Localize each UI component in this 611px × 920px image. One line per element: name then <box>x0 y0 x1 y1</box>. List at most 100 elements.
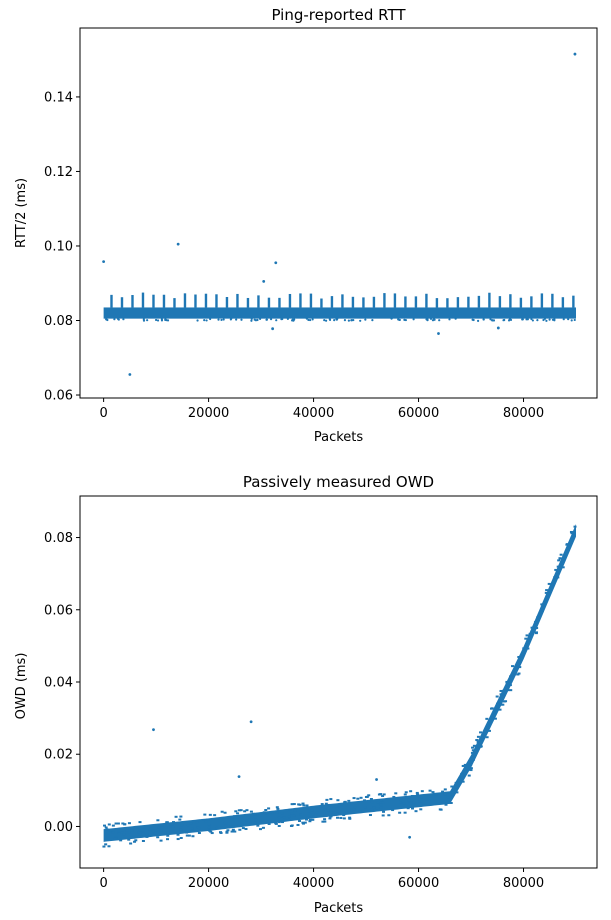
owd-data-point <box>398 811 402 814</box>
owd-data-point <box>225 830 229 833</box>
rtt-y-tick-label: 0.12 <box>44 165 73 180</box>
owd-outlier-point <box>249 720 253 724</box>
owd-data-point <box>517 672 521 675</box>
owd-data-point <box>172 821 176 824</box>
rtt-y-tick-label: 0.10 <box>44 239 73 254</box>
rtt-data-point <box>160 318 163 321</box>
owd-data-point <box>267 822 271 825</box>
rtt-spike-point <box>467 296 470 308</box>
owd-data-point <box>127 822 131 825</box>
owd-data-point <box>379 806 383 809</box>
owd-data-point <box>251 812 255 815</box>
owd-data-point <box>463 763 467 766</box>
rtt-chart: Ping-reported RTT 0 20000 40000 60000 800000… <box>14 6 598 445</box>
owd-data-point <box>470 760 474 763</box>
rtt-data-point <box>196 319 199 322</box>
owd-data-point <box>111 831 115 834</box>
owd-data-point <box>409 790 413 793</box>
owd-data-point <box>553 576 557 579</box>
owd-data-point <box>120 831 124 834</box>
rtt-spike-point <box>215 294 218 308</box>
owd-data-point <box>534 631 538 634</box>
owd-data-point <box>379 799 383 802</box>
rtt-data-point <box>265 318 268 321</box>
owd-data-point <box>472 744 476 747</box>
rtt-data-point <box>309 318 312 322</box>
owd-data-point <box>498 708 502 711</box>
owd-data-point <box>320 803 324 806</box>
rtt-data-point <box>286 317 289 320</box>
rtt-data-point <box>350 319 354 322</box>
owd-data-point <box>208 813 212 816</box>
rtt-data-point <box>336 317 339 320</box>
owd-data-point <box>210 832 214 835</box>
rtt-data-point <box>471 318 474 321</box>
owd-data-point <box>424 798 428 801</box>
owd-data-point <box>323 808 327 811</box>
owd-data-point <box>407 800 411 803</box>
owd-data-point <box>409 802 413 805</box>
owd-data-point <box>166 838 170 841</box>
owd-outlier-point <box>237 775 241 779</box>
owd-data-point <box>231 828 235 831</box>
owd-data-point <box>277 816 281 819</box>
owd-data-point <box>254 818 258 821</box>
rtt-spike-point <box>414 296 418 308</box>
owd-data-point <box>256 824 260 827</box>
rtt-data-point <box>106 318 109 322</box>
owd-data-point <box>166 834 170 837</box>
owd-data-point <box>213 814 217 817</box>
owd-data-point <box>536 616 540 619</box>
owd-data-point <box>434 793 438 796</box>
rtt-outlier-point <box>128 373 132 376</box>
owd-data-point <box>117 832 121 835</box>
owd-data-point <box>528 632 532 635</box>
rtt-y-axis-label: RTT/2 (ms) <box>14 178 29 248</box>
owd-data-point <box>154 829 158 832</box>
rtt-spike-point <box>530 296 533 308</box>
rtt-data-point <box>482 318 485 321</box>
owd-data-point <box>394 792 398 795</box>
rtt-data-point <box>229 318 232 321</box>
owd-data-point <box>493 717 497 720</box>
owd-data-point <box>533 621 537 624</box>
owd-data-point <box>265 812 269 815</box>
owd-data-point <box>559 553 563 556</box>
rtt-data-point <box>412 318 415 321</box>
owd-data-point <box>505 680 509 683</box>
owd-chart-title: Passively measured OWD <box>243 473 434 491</box>
rtt-spike-point <box>236 293 239 308</box>
owd-data-point <box>207 829 211 832</box>
owd-data-point <box>469 769 473 772</box>
owd-data-point <box>301 821 305 824</box>
rtt-data-point <box>491 319 494 322</box>
owd-x-tick-label: 60000 <box>398 876 439 891</box>
owd-data-point <box>267 807 271 810</box>
owd-data-point <box>204 820 208 823</box>
owd-data-point <box>496 702 500 705</box>
owd-data-point <box>490 707 494 710</box>
rtt-spike-point <box>488 292 491 308</box>
owd-data-point <box>238 828 242 831</box>
rtt-data-point <box>328 317 331 321</box>
rtt-data-point <box>438 319 441 322</box>
owd-data-point <box>512 671 516 674</box>
owd-data-point <box>438 802 442 805</box>
rtt-data-point <box>531 319 534 322</box>
owd-data-point <box>530 626 534 629</box>
owd-data-point <box>363 806 367 809</box>
owd-data-point <box>137 831 141 834</box>
owd-data-point <box>398 801 402 804</box>
owd-data-point <box>197 827 201 830</box>
owd-data-point <box>555 571 559 574</box>
rtt-data-point <box>323 319 326 322</box>
owd-data-point <box>495 695 499 698</box>
owd-data-point <box>298 819 302 822</box>
owd-data-point <box>290 812 294 815</box>
owd-data-point <box>414 810 418 813</box>
owd-data-point <box>249 810 253 813</box>
rtt-data-point <box>203 319 206 322</box>
rtt-data-point <box>503 318 506 322</box>
rtt-data-point <box>371 319 374 322</box>
owd-data-point <box>329 798 333 801</box>
